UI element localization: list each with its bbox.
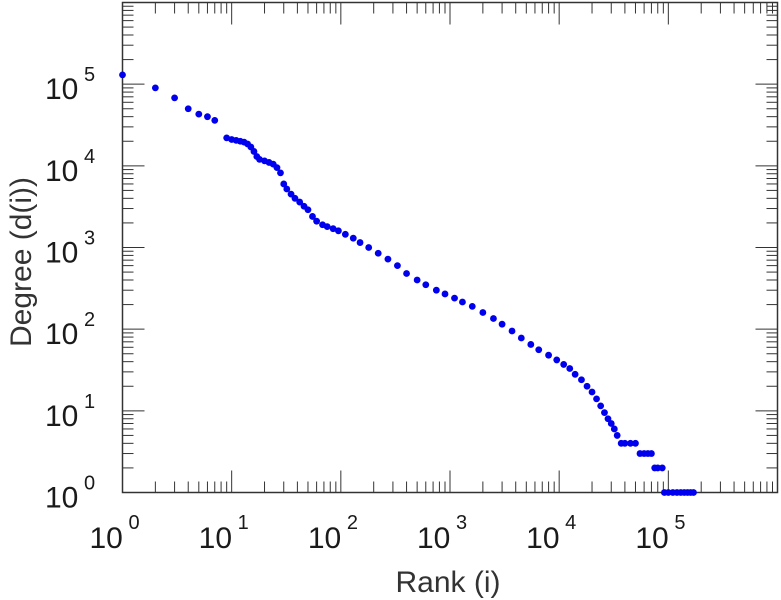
data-point (583, 382, 591, 390)
y-tick-label-exponent: 2 (84, 309, 95, 331)
data-point (335, 227, 342, 235)
data-point (560, 361, 568, 368)
y-tick-label-exponent: 4 (84, 146, 95, 168)
data-point (204, 113, 211, 121)
data-point (413, 276, 421, 284)
data-point (291, 194, 299, 202)
data-point (171, 94, 178, 102)
data-point (566, 365, 574, 372)
data-point (593, 395, 600, 403)
data-point (356, 239, 364, 246)
data-point (296, 198, 304, 206)
data-point (468, 303, 476, 310)
data-point (277, 169, 284, 177)
data-point (394, 262, 401, 270)
data-point (545, 351, 552, 359)
data-point (498, 320, 506, 328)
x-axis-title: Rank (i) (395, 566, 500, 599)
data-point (329, 225, 337, 233)
data-point (490, 315, 497, 322)
data-point (479, 309, 487, 316)
data-point (632, 439, 639, 447)
data-point (621, 439, 629, 447)
data-point (119, 71, 126, 79)
x-tick-label-exponent: 5 (674, 512, 685, 534)
data-point (211, 117, 219, 124)
x-tick-label-exponent: 0 (129, 512, 140, 534)
data-point (588, 388, 596, 396)
data-point (610, 425, 618, 433)
x-tick-label: 10 (308, 522, 341, 555)
data-point (313, 217, 321, 225)
y-tick-label: 10 (45, 155, 78, 188)
y-axis-title: Degree (d(i)) (5, 177, 38, 347)
y-tick-label-exponent: 5 (84, 64, 95, 86)
y-tick-label: 10 (45, 237, 78, 270)
data-point (422, 281, 430, 289)
data-point (571, 370, 579, 378)
x-tick-label: 10 (526, 522, 559, 555)
data-point (690, 489, 697, 496)
data-point (597, 402, 605, 410)
data-point (553, 356, 561, 364)
data-point (309, 213, 316, 220)
data-point (627, 439, 634, 447)
x-tick-label-exponent: 4 (565, 512, 576, 534)
data-point (535, 346, 543, 354)
data-point (441, 290, 449, 298)
x-tick-label: 10 (90, 522, 123, 555)
data-point (283, 185, 291, 193)
y-tick-label: 10 (45, 318, 78, 351)
data-point (304, 206, 312, 214)
data-point (451, 294, 458, 302)
data-point (184, 105, 192, 113)
data-point (648, 450, 655, 457)
data-point (607, 420, 615, 427)
data-point (459, 298, 466, 306)
data-point (658, 464, 666, 472)
data-point (384, 255, 392, 263)
data-point (508, 327, 516, 335)
data-point (517, 334, 525, 342)
data-point (349, 234, 357, 242)
data-point (273, 164, 281, 172)
data-point (195, 110, 203, 118)
data-point (323, 223, 331, 231)
x-axis-ticks (122, 2, 774, 493)
plot-frame (121, 1, 779, 494)
x-tick-label: 10 (635, 522, 668, 555)
data-point (365, 244, 373, 251)
data-point (280, 180, 288, 188)
x-tick-label: 10 (417, 522, 450, 555)
data-point (432, 286, 440, 294)
y-tick-label: 10 (45, 73, 78, 106)
y-tick-label-exponent: 3 (84, 228, 95, 250)
data-point (613, 432, 621, 439)
data-points (119, 71, 697, 496)
x-axis-tick-labels: 10 0 10 1 10 2 10 3 10 4 10 5 (90, 512, 686, 555)
x-tick-label: 10 (199, 522, 232, 555)
data-point (403, 270, 410, 277)
data-point (527, 341, 535, 348)
y-tick-label-exponent: 0 (84, 473, 95, 495)
data-point (341, 230, 349, 238)
data-point (601, 409, 608, 417)
x-tick-label-exponent: 2 (347, 512, 358, 534)
data-point (374, 249, 382, 257)
data-point (604, 415, 612, 423)
x-tick-label-exponent: 1 (238, 512, 249, 534)
y-tick-label: 10 (45, 482, 78, 515)
data-point (250, 148, 258, 155)
y-axis-ticks (122, 5, 778, 493)
data-point (578, 376, 585, 384)
data-point (151, 84, 159, 92)
y-tick-label: 10 (45, 400, 78, 433)
y-tick-label-exponent: 1 (84, 391, 95, 413)
x-tick-label-exponent: 3 (456, 512, 467, 534)
y-axis-tick-labels: 10 0 10 1 10 2 10 3 10 4 10 5 (45, 64, 95, 514)
